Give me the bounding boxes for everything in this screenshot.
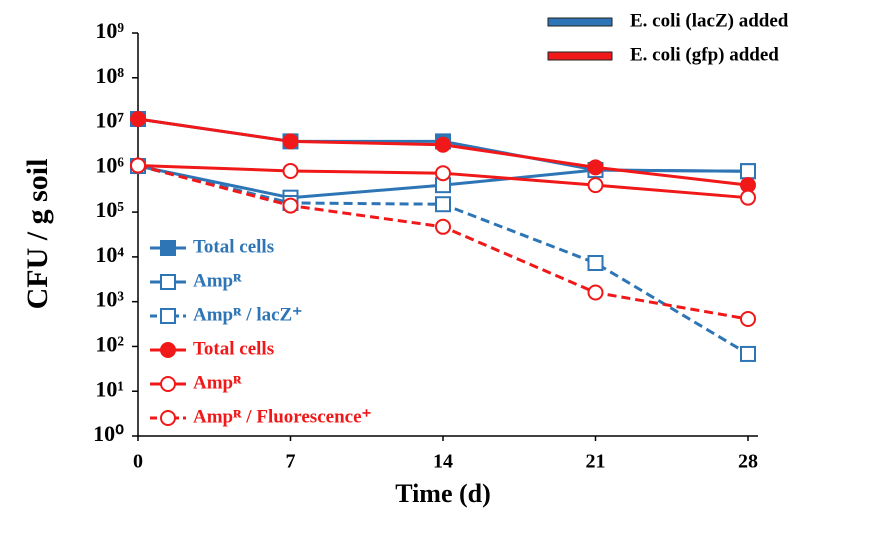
y-tick-label: 10⁴ bbox=[95, 242, 124, 267]
x-tick-label: 14 bbox=[433, 451, 453, 473]
group-legend-swatch bbox=[547, 51, 613, 61]
data-point bbox=[587, 159, 604, 176]
data-point bbox=[587, 284, 604, 301]
data-point bbox=[587, 255, 604, 272]
legend-marker bbox=[160, 376, 176, 392]
data-point bbox=[435, 165, 451, 182]
legend-marker bbox=[160, 410, 176, 426]
legend-label: Ampᴿ bbox=[193, 270, 242, 291]
data-point bbox=[740, 345, 756, 362]
x-tick-label: 7 bbox=[286, 451, 296, 473]
data-point bbox=[282, 162, 299, 179]
series-line bbox=[137, 164, 749, 356]
x-tick-label: 21 bbox=[586, 451, 606, 473]
legend-label: Total cells bbox=[193, 236, 274, 257]
y-tick-label: 10¹ bbox=[95, 376, 124, 401]
legend-label: Ampᴿ / lacZ⁺ bbox=[193, 304, 302, 325]
y-tick-label: 10⁶ bbox=[95, 152, 124, 177]
data-point bbox=[740, 163, 756, 180]
data-point bbox=[435, 136, 451, 153]
legend-marker bbox=[160, 308, 176, 324]
data-point bbox=[435, 196, 451, 213]
data-point bbox=[587, 177, 604, 194]
group-legend-swatch bbox=[547, 17, 613, 27]
legend-label: Ampᴿ bbox=[193, 372, 242, 393]
data-point bbox=[282, 133, 299, 150]
y-tick-label: 10⁵ bbox=[95, 197, 124, 222]
x-axis-label: Time (d) bbox=[395, 479, 491, 508]
data-point bbox=[435, 218, 451, 235]
x-tick-label: 28 bbox=[738, 451, 758, 473]
legend-label: Total cells bbox=[193, 338, 274, 359]
legend-marker bbox=[160, 240, 176, 256]
data-point bbox=[130, 157, 146, 174]
legend-label: Ampᴿ / Fluorescence⁺ bbox=[193, 406, 372, 427]
legend-marker bbox=[160, 342, 176, 358]
y-tick-label: 10² bbox=[95, 331, 124, 356]
y-axis-label: CFU / g soil bbox=[21, 159, 54, 310]
y-tick-label: 10⁷ bbox=[95, 108, 124, 133]
x-tick-label: 0 bbox=[133, 451, 143, 473]
y-tick-label: 10⁹ bbox=[95, 18, 124, 43]
data-point bbox=[130, 111, 146, 128]
y-tick-label: 10³ bbox=[95, 287, 124, 312]
data-point bbox=[282, 197, 299, 214]
data-point bbox=[740, 311, 756, 328]
legend-marker bbox=[160, 274, 176, 290]
group-legend-label: E. coli (lacZ) added bbox=[630, 10, 789, 31]
y-tick-label: 10⁸ bbox=[95, 63, 124, 88]
y-tick-label: 10⁰ bbox=[93, 421, 124, 446]
group-legend-label: E. coli (gfp) added bbox=[630, 44, 779, 65]
data-point bbox=[740, 189, 756, 206]
